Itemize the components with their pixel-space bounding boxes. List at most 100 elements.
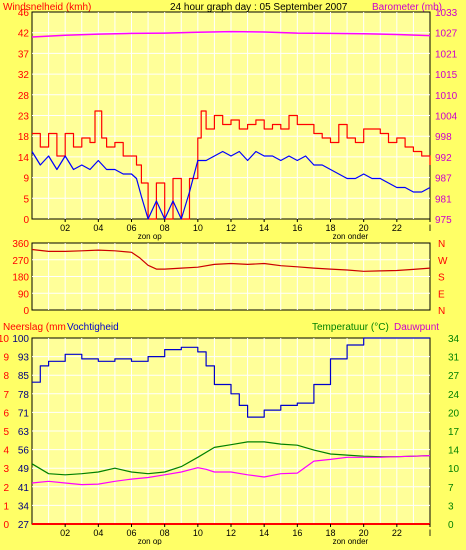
- humidity-y-tick-label: 56: [18, 446, 30, 457]
- humidity-y-tick-label: 93: [18, 353, 30, 364]
- temperature-y-tick-label: 14: [448, 446, 460, 457]
- dewpoint-axis-title: Dauwpunt: [394, 322, 439, 333]
- rain-y-tick-label: 1: [3, 501, 9, 512]
- rain-axis-title: Neerslag (mm: [3, 322, 66, 333]
- barometer-line: [31, 30, 431, 38]
- x-tick-label: 16: [292, 528, 302, 538]
- direction-y-tick-label: 0: [23, 306, 29, 317]
- humidity-temperature-panel: Neerslag (mm Vochtigheid Temperatuur (°C) D…: [0, 322, 460, 546]
- x-tick-label: 08: [160, 223, 170, 233]
- wind-y-tick-label: 5: [23, 194, 29, 205]
- x-tick-label: 02: [60, 528, 70, 538]
- rain-y-tick-label: 3: [3, 464, 9, 475]
- temperature-y-tick-label: 17: [448, 427, 460, 438]
- x-tick-label: 22: [392, 528, 402, 538]
- barometer-axis-title: Barometer (mb): [372, 2, 442, 13]
- wind-direction-line: [31, 248, 431, 272]
- page-title: 24 hour graph day : 05 September 2007: [170, 2, 348, 13]
- barometer-y-tick-label: 1033: [435, 8, 458, 19]
- x-tick-label: 08: [160, 528, 170, 538]
- wind-average-line: [31, 150, 431, 220]
- x-tick-label: 04: [93, 528, 103, 538]
- humidity-y-tick-label: 63: [18, 427, 30, 438]
- direction-y-tick-label: 90: [18, 289, 30, 300]
- temperature-y-tick-label: 34: [448, 334, 460, 345]
- wind-y-tick-label: 37: [18, 49, 30, 60]
- humidity-y-tick-label: 41: [18, 483, 30, 494]
- x-tick-label: 04: [93, 223, 103, 233]
- rain-y-tick-label: 2: [3, 483, 9, 494]
- wind-y-tick-label: 32: [18, 70, 30, 81]
- direction-y-tick-label: 360: [12, 239, 29, 250]
- barometer-y-tick-label: 981: [435, 194, 452, 205]
- rain-y-tick-label: 10: [0, 334, 9, 345]
- humidity-y-tick-label: 71: [18, 408, 30, 419]
- wind-y-tick-label: 0: [23, 215, 29, 226]
- sunrise-label: zon op: [138, 232, 163, 241]
- rain-y-tick-label: 0: [3, 520, 9, 531]
- x-tick-label: 14: [259, 223, 269, 233]
- wind-y-tick-label: 42: [18, 29, 30, 40]
- temperature-y-tick-label: 0: [448, 520, 454, 531]
- wind-y-tick-label: 28: [18, 91, 30, 102]
- humidity-y-tick-label: 100: [12, 334, 29, 345]
- rain-y-tick-label: 7: [3, 390, 9, 401]
- x-tick-label: 06: [126, 528, 136, 538]
- humidity-axis-title: Vochtigheid: [67, 322, 119, 333]
- wind-barometer-panel: 4642373228231814950103310271021101510101…: [18, 8, 458, 241]
- x-tick-label: 10: [193, 528, 203, 538]
- sunset-label: zon onder: [333, 537, 369, 545]
- barometer-y-tick-label: 1015: [435, 70, 458, 81]
- x-tick-label: 12: [226, 528, 236, 538]
- rain-y-tick-label: 9: [3, 353, 9, 364]
- rain-y-tick-label: 8: [3, 371, 9, 382]
- barometer-y-tick-label: 987: [435, 174, 452, 185]
- wind-y-tick-label: 9: [23, 174, 29, 185]
- x-tick-label: 16: [292, 223, 302, 233]
- x-tick-label: 20: [359, 223, 369, 233]
- rain-y-tick-label: 5: [3, 427, 9, 438]
- sunset-label: zon onder: [333, 232, 369, 241]
- barometer-y-tick-label: 1027: [435, 29, 458, 40]
- x-tick-label: I: [429, 528, 432, 538]
- temperature-y-tick-label: 3: [448, 501, 454, 512]
- humidity-y-tick-label: 78: [18, 390, 30, 401]
- x-tick-label: I: [429, 223, 432, 233]
- barometer-y-tick-label: 992: [435, 153, 452, 164]
- temperature-y-tick-label: 24: [448, 390, 460, 401]
- gridlines: [32, 243, 430, 310]
- humidity-y-tick-label: 34: [18, 501, 30, 512]
- humidity-y-tick-label: 49: [18, 464, 30, 475]
- barometer-y-tick-label: 1021: [435, 49, 458, 60]
- dewpoint-line: [31, 455, 431, 486]
- x-tick-label: 18: [325, 223, 335, 233]
- x-tick-label: 12: [226, 223, 236, 233]
- wind-y-tick-label: 46: [18, 8, 30, 19]
- humidity-line: [32, 337, 430, 418]
- wind-speed-line: [32, 110, 431, 220]
- compass-tick-label: W: [438, 256, 448, 267]
- humidity-y-tick-label: 27: [18, 520, 30, 531]
- wind-y-tick-label: 14: [18, 153, 30, 164]
- barometer-y-tick-label: 975: [435, 215, 452, 226]
- x-tick-label: 18: [325, 528, 335, 538]
- gridlines: [32, 338, 430, 524]
- temperature-y-tick-label: 7: [448, 483, 454, 494]
- temperature-y-tick-label: 10: [448, 464, 460, 475]
- barometer-y-tick-label: 1004: [435, 112, 458, 123]
- x-tick-label: 10: [193, 223, 203, 233]
- temperature-line: [31, 441, 431, 476]
- x-tick-label: 02: [60, 223, 70, 233]
- temperature-axis-title: Temperatuur (°C): [312, 322, 389, 333]
- compass-tick-label: N: [438, 306, 445, 317]
- temperature-y-tick-label: 31: [448, 353, 460, 364]
- header: Windsnelheid (kmh) 24 hour graph day : 0…: [3, 2, 442, 13]
- rain-y-tick-label: 6: [3, 408, 9, 419]
- compass-tick-label: E: [438, 289, 445, 300]
- temperature-y-tick-label: 27: [448, 371, 460, 382]
- wind-y-tick-label: 23: [18, 112, 30, 123]
- x-tick-label: 22: [392, 223, 402, 233]
